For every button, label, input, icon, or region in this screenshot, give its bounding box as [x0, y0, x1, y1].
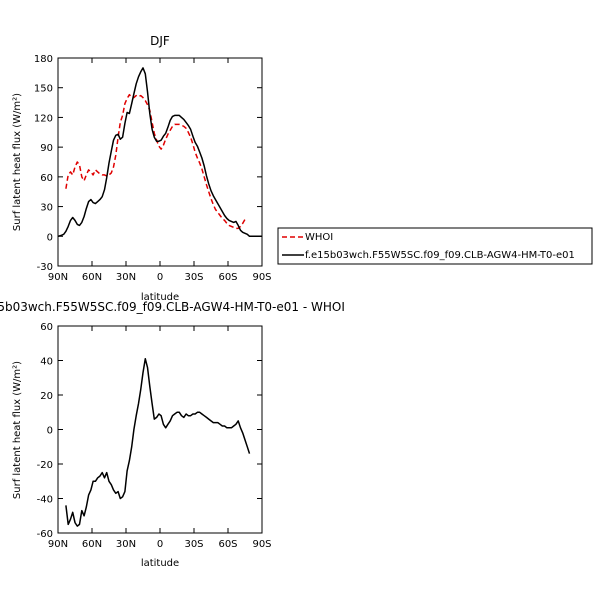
- x-tick-label: 60N: [82, 272, 102, 283]
- y-tick-label: 60: [40, 173, 53, 184]
- y-tick-label: 90: [40, 143, 53, 154]
- x-tick-label: 60S: [218, 539, 237, 550]
- x-tick-label: 30S: [184, 539, 203, 550]
- y-tick-label: -40: [37, 495, 53, 506]
- x-axis-label-bottom: latitude: [141, 558, 179, 569]
- chart-top-djf: DJF Surf latent heat flux (W/m²) latitud…: [12, 34, 593, 303]
- y-tick-label: 120: [34, 113, 53, 124]
- chart-title-bottom: f.e15b03wch.F55W5SC.f09_f09.CLB-AGW4-HM-…: [0, 300, 345, 314]
- y-tick-label: 0: [47, 232, 53, 243]
- y-tick-label: 150: [34, 84, 53, 95]
- series-line-difference: [65, 358, 251, 527]
- plot-frame: [57, 57, 263, 267]
- x-tick-label: 90S: [252, 272, 271, 283]
- x-tick-label: 30S: [184, 272, 203, 283]
- y-tick-label: 30: [40, 203, 53, 214]
- y-tick-label: 180: [34, 54, 53, 65]
- x-axis-label-top: latitude: [141, 292, 179, 303]
- chart-bottom-difference: f.e15b03wch.F55W5SC.f09_f09.CLB-AGW4-HM-…: [0, 300, 345, 569]
- y-axis-label-bottom: Surf latent heat flux (W/m²): [12, 361, 23, 499]
- x-tick-label: 30N: [116, 539, 136, 550]
- y-tick-label: -20: [37, 460, 53, 471]
- x-tick-label: 90S: [252, 539, 271, 550]
- legend-box: [277, 227, 593, 265]
- legend-label-whoi: WHOI: [305, 232, 333, 243]
- y-tick-label: 0: [47, 426, 53, 437]
- y-tick-label: 60: [40, 322, 53, 333]
- y-axis-label-top: Surf latent heat flux (W/m²): [12, 93, 23, 231]
- legend: WHOI f.e15b03wch.F55W5SC.f09_f09.CLB-AGW…: [277, 227, 593, 265]
- x-tick-label: 90N: [48, 539, 68, 550]
- y-tick-label: -60: [37, 529, 53, 540]
- x-tick-label: 0: [157, 272, 163, 283]
- y-tick-label: -30: [37, 262, 53, 273]
- series-line-whoi: [65, 93, 246, 230]
- x-tick-label: 0: [157, 539, 163, 550]
- y-tick-label: 40: [40, 357, 53, 368]
- x-tick-label: 90N: [48, 272, 68, 283]
- plot-frame: [57, 325, 263, 534]
- x-tick-label: 60N: [82, 539, 102, 550]
- series-line-model: [57, 67, 262, 238]
- y-tick-label: 20: [40, 391, 53, 402]
- x-tick-label: 60S: [218, 272, 237, 283]
- x-tick-label: 30N: [116, 272, 136, 283]
- legend-label-model: f.e15b03wch.F55W5SC.f09_f09.CLB-AGW4-HM-…: [305, 250, 575, 261]
- chart-title-top: DJF: [150, 34, 170, 48]
